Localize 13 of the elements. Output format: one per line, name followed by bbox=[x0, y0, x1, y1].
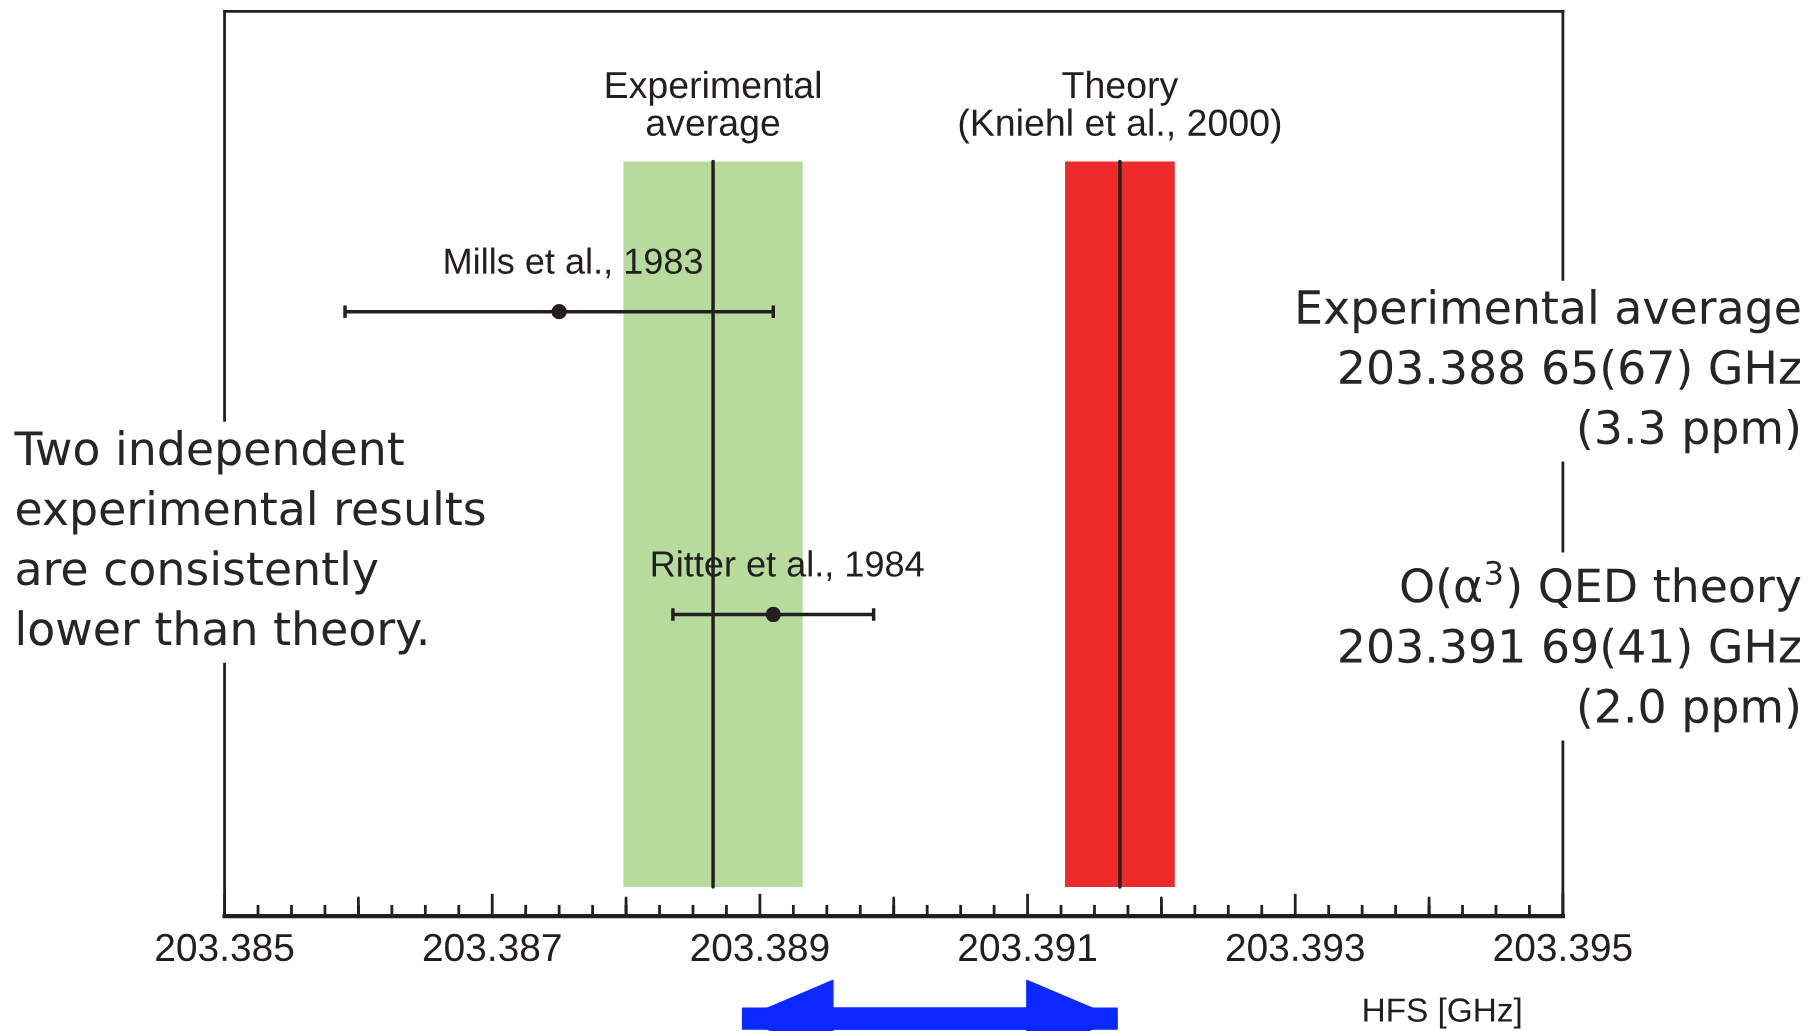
annotation: Two independent experimental results are consistently lower than theory. bbox=[14, 430, 485, 655]
x-tick-label: 203.387 bbox=[423, 933, 561, 962]
x-tick-label: 203.389 bbox=[691, 933, 829, 962]
x-tick-label: 203.395 bbox=[1494, 933, 1632, 962]
x-axis-title: HFS [GHz] bbox=[1364, 997, 1521, 1029]
annotation: Experimental average 203.388 65(67) GHz (3.3 ppm) bbox=[1298, 288, 1800, 454]
band-label: Experimental average bbox=[606, 70, 820, 144]
band-label: Theory (Kniehl et al., 2000) bbox=[959, 70, 1281, 144]
y-tick-label: Mills et al., 1983 bbox=[445, 247, 702, 279]
x-tick-label: 203.385 bbox=[156, 933, 294, 962]
x-tick-label: 203.391 bbox=[959, 933, 1096, 962]
x-tick-label: 203.393 bbox=[1226, 933, 1364, 962]
annotation: O(α$^{3}$) QED theory 203.391 69(41) GHz (2.0 ppm) bbox=[1340, 560, 1801, 733]
